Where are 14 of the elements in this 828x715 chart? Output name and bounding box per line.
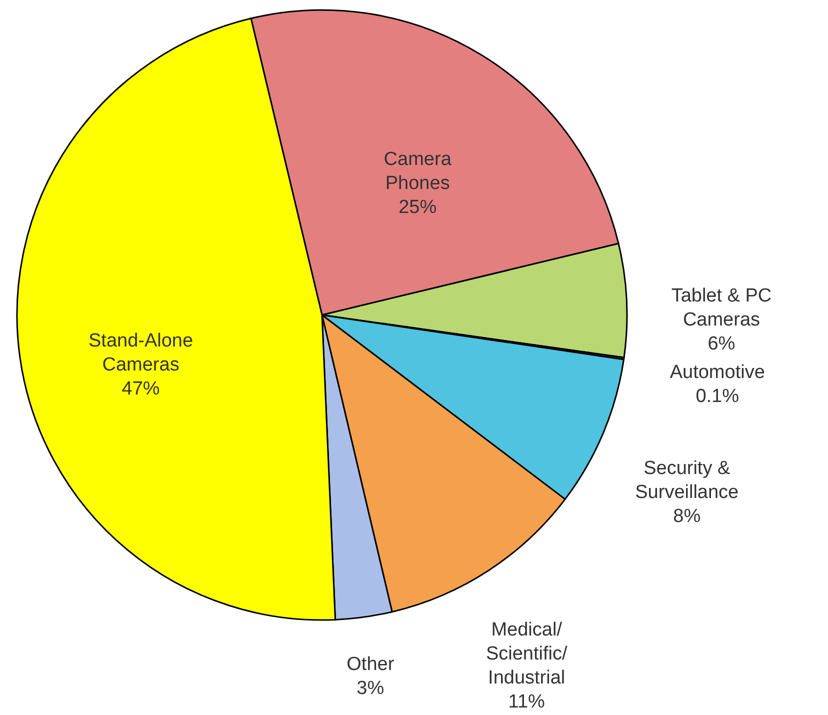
- data-label: 47%: [122, 378, 160, 400]
- data-label: 25%: [398, 196, 437, 218]
- data-label: 0.1%: [696, 386, 740, 407]
- slice-label: Automotive: [670, 362, 765, 383]
- slice-label: Stand-Alone Cameras: [88, 330, 194, 376]
- slice-label: Security & Surveillance: [635, 458, 739, 504]
- data-label: 11%: [508, 691, 546, 712]
- slice-label: Camera Phones: [384, 148, 452, 194]
- data-label: 8%: [673, 506, 701, 528]
- data-label: 3%: [356, 678, 384, 700]
- slice-label: Other: [346, 654, 395, 676]
- slice-label: Medical/Scientific/Industrial: [486, 619, 568, 688]
- slice-label: Tablet & PC Cameras: [671, 286, 772, 331]
- data-label: 6%: [708, 334, 736, 355]
